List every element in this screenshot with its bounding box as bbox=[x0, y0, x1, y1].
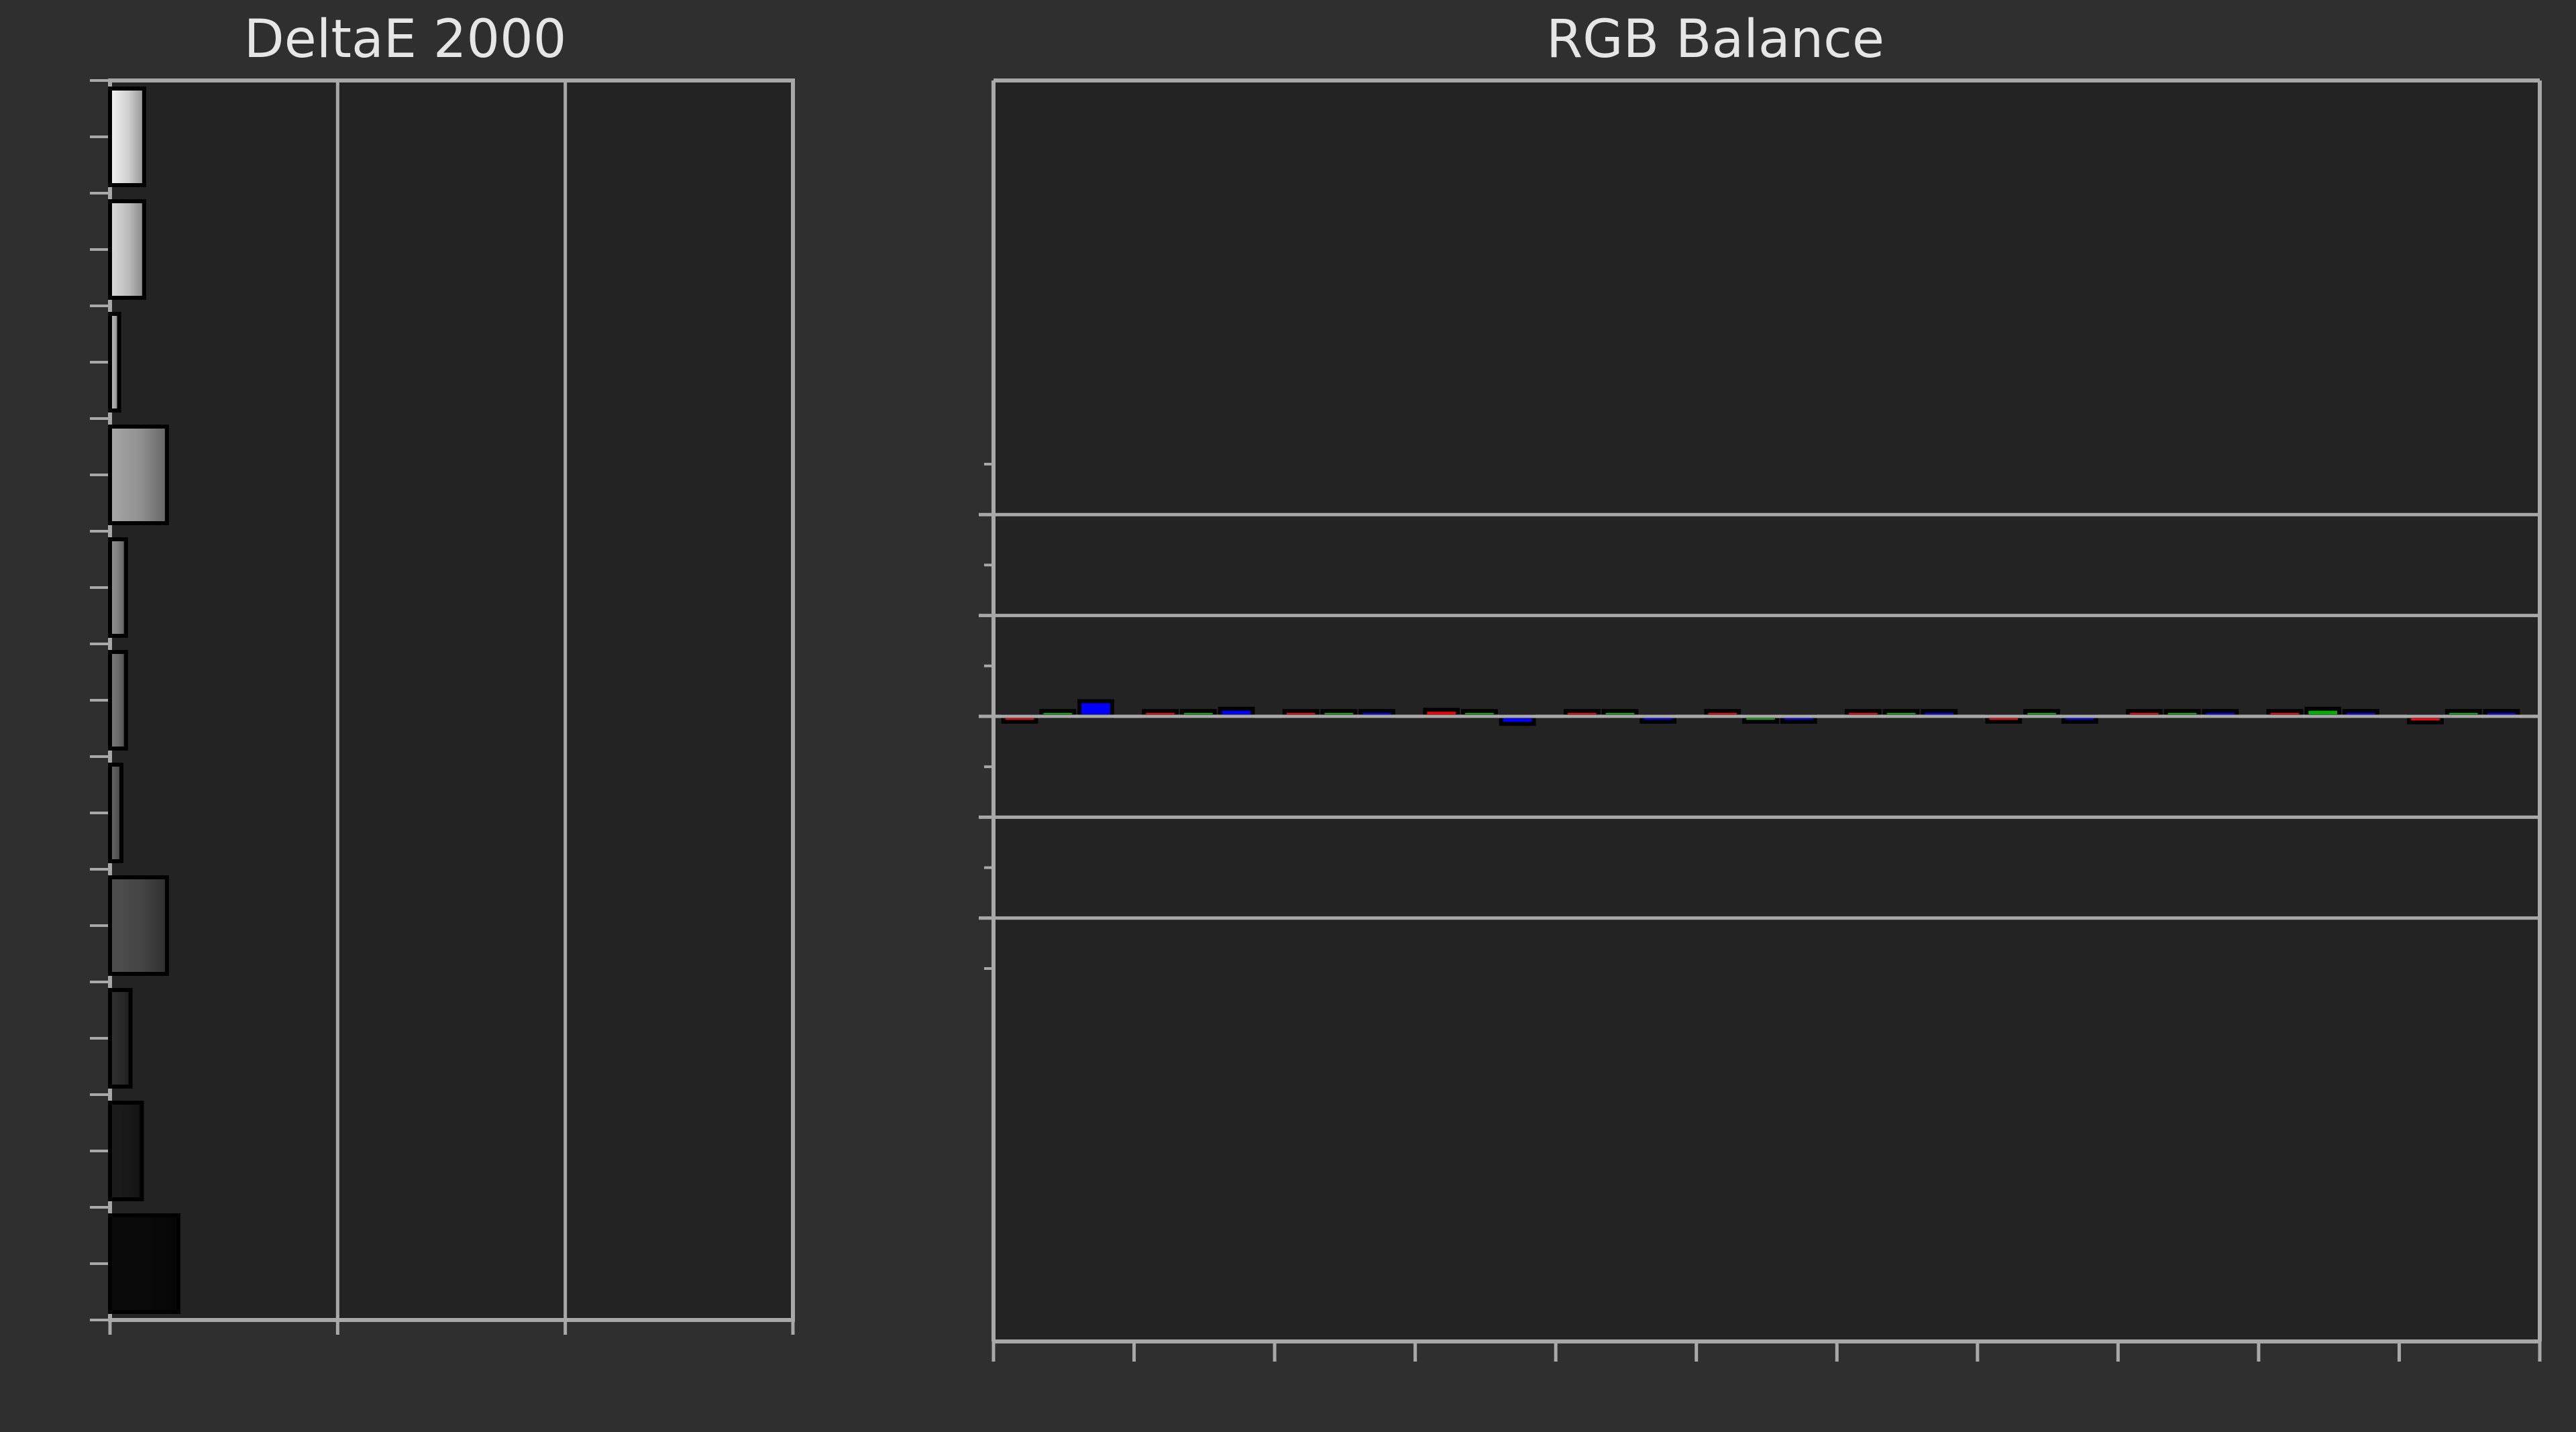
deltae-chart: DeltaE 2000 bbox=[90, 9, 795, 1335]
deltae-bars bbox=[108, 87, 180, 1314]
deltae-bar-60 bbox=[108, 537, 128, 638]
deltae-bar-70 bbox=[108, 425, 169, 525]
deltae-bar-20 bbox=[108, 988, 133, 1089]
rgb-x-ticks bbox=[991, 1339, 2542, 1362]
rgb-bars bbox=[994, 699, 2540, 726]
rgb-title: RGB Balance bbox=[1546, 9, 1884, 70]
rgb-bar-blue-0 bbox=[1077, 699, 1114, 718]
deltae-bar-80 bbox=[108, 312, 121, 412]
rgb-balance-chart: RGB Balance bbox=[979, 9, 2542, 1362]
deltae-bar-0 bbox=[108, 1213, 180, 1314]
deltae-title: DeltaE 2000 bbox=[244, 9, 567, 70]
deltae-bar-40 bbox=[108, 763, 123, 863]
deltae-bar-10 bbox=[108, 1101, 144, 1201]
deltae-x-ticks bbox=[108, 1320, 795, 1335]
rgb-y-ticks bbox=[979, 80, 996, 1341]
deltae-bar-30 bbox=[108, 875, 169, 976]
deltae-bar-50 bbox=[108, 650, 128, 751]
deltae-bar-100 bbox=[108, 87, 146, 187]
deltae-gridlines bbox=[335, 80, 568, 1320]
deltae-plot-area bbox=[108, 78, 795, 1322]
deltae-bar-90 bbox=[108, 199, 146, 300]
